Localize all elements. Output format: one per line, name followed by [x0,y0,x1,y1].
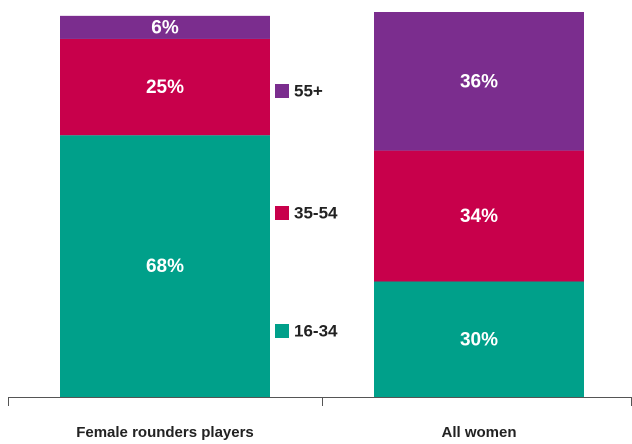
x-tick-label: Female rounders players [76,424,254,441]
bar-segment [60,38,270,136]
value-label: 30% [460,329,498,350]
bar-segment [60,15,270,39]
legend-swatch [275,324,289,338]
value-label: 6% [151,17,179,38]
bar-segment [60,135,270,397]
legend-swatch [275,206,289,220]
legend-label: 16-34 [294,321,338,340]
value-label: 36% [460,71,498,92]
value-label: 68% [146,256,184,277]
bar-segment [374,281,584,397]
x-tick-label: All women [441,424,516,441]
value-label: 34% [460,206,498,227]
bar-segment [374,12,584,151]
bar-segment [374,150,584,282]
legend-swatch [275,84,289,98]
legend-label: 35-54 [294,203,338,222]
legend-label: 55+ [294,81,323,100]
value-label: 25% [146,77,184,98]
